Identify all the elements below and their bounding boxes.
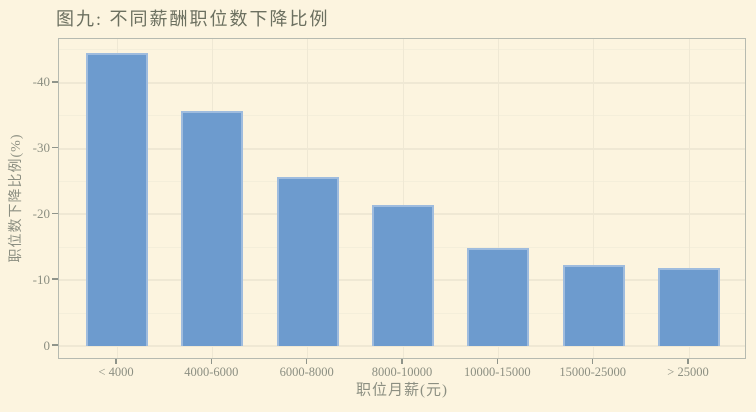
y-tick-label: -20 bbox=[32, 205, 50, 221]
x-tick-mark bbox=[305, 359, 308, 364]
y-tick-label: -10 bbox=[32, 271, 50, 287]
x-tick-label: 15000-25000 bbox=[559, 365, 626, 379]
x-tick-label: 6000-8000 bbox=[279, 365, 334, 379]
y-tick-label: 0 bbox=[43, 337, 51, 353]
bar bbox=[562, 265, 625, 346]
bar bbox=[276, 176, 339, 346]
x-tick-label: 8000-10000 bbox=[371, 365, 433, 379]
y-gridline-major bbox=[59, 81, 745, 84]
plot-area bbox=[58, 38, 746, 359]
y-gridline-major bbox=[59, 345, 745, 347]
chart-title: 图九: 不同薪酬职位数下降比例 bbox=[56, 9, 330, 29]
bar bbox=[467, 247, 530, 346]
y-gridline-major bbox=[59, 147, 745, 150]
bar bbox=[86, 52, 148, 346]
y-tick-mark bbox=[52, 81, 58, 83]
x-tick-mark bbox=[687, 359, 689, 364]
y-tick-mark bbox=[52, 278, 58, 280]
x-gridline bbox=[497, 39, 499, 358]
y-tick-mark bbox=[52, 212, 58, 215]
x-tick-mark bbox=[591, 359, 594, 364]
x-gridline bbox=[402, 39, 404, 358]
x-axis-title: 职位月薪(元) bbox=[356, 382, 448, 399]
x-tick-mark bbox=[115, 359, 117, 364]
y-tick-label: -40 bbox=[32, 74, 50, 90]
y-tick-mark bbox=[52, 146, 58, 149]
bar bbox=[658, 267, 720, 346]
x-tick-mark bbox=[496, 359, 499, 364]
y-gridline-minor bbox=[59, 49, 745, 51]
y-gridline-minor bbox=[59, 115, 745, 117]
bar bbox=[372, 205, 434, 346]
x-gridline bbox=[688, 39, 690, 358]
bar bbox=[181, 111, 244, 346]
x-tick-label: < 4000 bbox=[98, 365, 134, 379]
y-gridline-minor bbox=[59, 181, 745, 182]
x-tick-mark bbox=[401, 359, 403, 364]
x-tick-label: 10000-15000 bbox=[463, 365, 531, 379]
x-tick-mark bbox=[210, 359, 213, 364]
x-tick-label: 4000-6000 bbox=[184, 365, 239, 379]
y-tick-mark bbox=[52, 344, 58, 346]
y-tick-label: -30 bbox=[32, 140, 50, 156]
x-tick-label: > 25000 bbox=[667, 365, 709, 379]
x-gridline bbox=[593, 39, 595, 358]
